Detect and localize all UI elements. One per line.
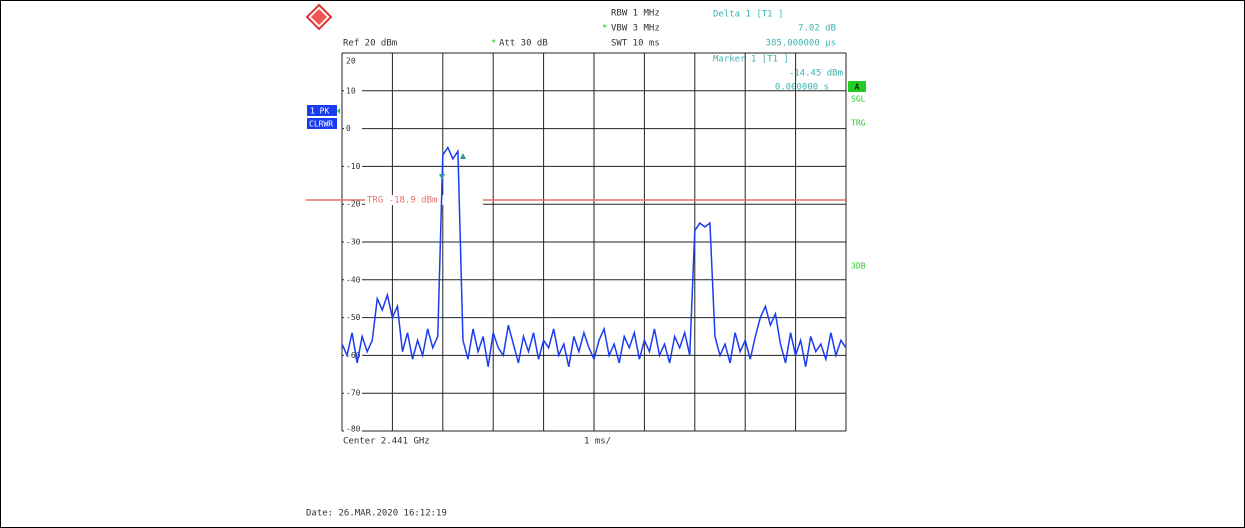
trigger-label: TRG -18.9 dBm — [367, 196, 437, 206]
y-tick-label: -50 — [346, 313, 361, 322]
span: 1 ms/ — [584, 437, 611, 447]
att-flag: * — [491, 39, 496, 49]
status-sgl: SGL — [851, 95, 866, 104]
y-tick-label-bg — [344, 274, 362, 285]
ref: Ref 20 dBm — [343, 39, 397, 49]
marker-level: -14.45 dBm — [789, 69, 843, 79]
trace — [341, 145, 847, 367]
y-tick-label-bg — [344, 85, 362, 96]
y-tick-label-bg — [344, 388, 362, 399]
trace-mode-box — [307, 105, 337, 116]
swt: SWT 10 ms — [611, 39, 660, 49]
trace-mode: 1 PK — [310, 107, 329, 116]
delta-time: 385.000000 µs — [766, 39, 836, 49]
center: Center 2.441 GHz — [343, 437, 430, 447]
y-tick-label: -80 — [346, 425, 361, 434]
y-tick-label: 0 — [346, 124, 351, 133]
y-tick-label-bg — [344, 350, 362, 361]
y-tick-label: -40 — [346, 275, 361, 284]
vbw-flag: * — [602, 24, 607, 34]
y-tick-label-bg — [344, 56, 362, 66]
status-3db: 3DB — [851, 262, 866, 271]
marker-time: 0.000000 s — [775, 83, 829, 93]
marker-glyph — [439, 174, 445, 180]
date: Date: 26.MAR.2020 16:12:19 — [306, 509, 447, 519]
trace-clear: CLRWR — [309, 120, 333, 129]
att: Att 30 dB — [499, 39, 548, 49]
marker-title: Marker 1 [T1 ] — [713, 55, 789, 65]
y-tick-label: -60 — [346, 351, 361, 360]
y-tick-label-bg — [344, 123, 362, 134]
delta-title: Delta 1 [T1 ] — [713, 10, 783, 20]
vbw: VBW 3 MHz — [611, 24, 660, 34]
rbw: RBW 1 MHz — [611, 9, 660, 19]
y-tick-label: -20 — [346, 200, 361, 209]
status-trg: TRG — [851, 119, 866, 128]
y-tick-label: 20 — [346, 57, 356, 66]
y-tick-label: -10 — [346, 162, 361, 171]
y-tick-label: -70 — [346, 389, 361, 398]
trace-arrow — [337, 108, 340, 114]
y-tick-label-bg — [344, 161, 362, 172]
y-tick-label-bg — [344, 312, 362, 323]
y-tick-label-bg — [344, 424, 362, 434]
trace-clear-box — [307, 118, 337, 129]
delta-glyph — [460, 153, 466, 159]
y-tick-label-bg — [344, 237, 362, 247]
y-tick-label: -30 — [346, 238, 361, 247]
status-a: A — [855, 83, 860, 92]
delta-level: 7.02 dB — [798, 24, 836, 34]
trigger-label-bg — [365, 195, 483, 206]
logo — [305, 3, 333, 31]
status-a-box — [848, 81, 866, 92]
y-tick-label-bg — [344, 199, 362, 210]
y-tick-label: 10 — [346, 86, 356, 95]
